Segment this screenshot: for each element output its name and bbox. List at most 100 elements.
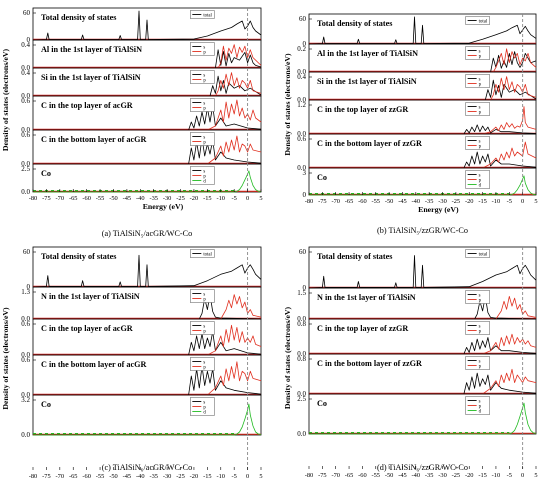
- legend-box: [190, 70, 215, 84]
- legend-entry: p: [203, 107, 206, 112]
- legend-box: [190, 10, 215, 19]
- xtick-label: -70: [331, 198, 340, 205]
- ytick-label: 60: [23, 248, 31, 256]
- xtick-label: 5: [259, 195, 262, 202]
- ytick-label: 0.0: [21, 64, 30, 72]
- legend-entry: p: [203, 366, 206, 371]
- legend-entry: s: [203, 46, 205, 51]
- ytick-label: 0.0: [21, 188, 30, 196]
- panel-4: 0.01.2 C in the top layer of zzGR sp: [297, 99, 537, 138]
- xtick-label: -15: [478, 472, 487, 479]
- y-axis-label: Density of states (electrons/eV): [283, 306, 292, 409]
- xtick-label: -55: [96, 473, 105, 479]
- xtick-label: -20: [465, 198, 474, 205]
- ytick-label: 3: [303, 169, 307, 177]
- legend-entry: total: [479, 253, 488, 258]
- ytick-label: 0: [27, 36, 31, 44]
- series-p: [309, 141, 537, 169]
- series-d: [309, 402, 537, 435]
- series-p: [309, 333, 537, 355]
- xtick-label: -75: [318, 198, 327, 205]
- xtick-label: 0: [521, 472, 524, 479]
- series-p: [33, 72, 262, 97]
- legend-entry: total: [479, 20, 488, 25]
- legend-entry: p: [203, 406, 206, 411]
- panel-6: 0 3 Co spd: [303, 167, 537, 199]
- legend-box: [190, 397, 215, 416]
- legend-entry: s: [479, 140, 481, 145]
- panel-label: Si in the 1st layer of TiAlSiN: [41, 73, 141, 82]
- series-total: [32, 10, 262, 41]
- panel-5: 0.00.6 C in the bottom layer of zzGR sp: [297, 133, 537, 172]
- xtick-label: 5: [534, 472, 537, 479]
- x-axis-label: Energy (eV): [143, 202, 184, 211]
- xtick-label: -55: [371, 198, 380, 205]
- legend-box: [190, 321, 215, 335]
- legend-entry: total: [203, 14, 212, 19]
- xtick-label: -75: [42, 195, 51, 202]
- ytick-label: 0.0: [21, 391, 30, 399]
- xtick-label: -55: [96, 195, 105, 202]
- panel-4: 0.00.6 C in the bottom layer of acGR sp: [21, 354, 262, 399]
- ytick-label: 0.0: [297, 96, 306, 104]
- ytick-label: 0.0: [297, 315, 306, 323]
- series-p: [33, 324, 262, 356]
- xtick-label: -10: [216, 473, 225, 479]
- panel-5: 0.00.6 C in the bottom layer of acGR sp: [21, 129, 262, 168]
- panel-label: N in the 1st layer of TiAlSiN: [317, 293, 416, 302]
- ytick-label: 0.0: [297, 68, 306, 76]
- legend-box: [465, 321, 490, 335]
- series-d: [309, 175, 537, 196]
- panel-label: C in the top layer of acGR: [41, 101, 133, 110]
- legend-entry: s: [479, 174, 481, 179]
- legend-entry: s: [479, 78, 481, 83]
- panel-6: 0.02.5 Co spd: [21, 163, 262, 196]
- series-s: [33, 331, 262, 356]
- chart-2: 0 60 Total density of states total 0.0 0.2 Al …: [283, 13, 538, 235]
- series-p: [309, 106, 537, 135]
- series-p: [33, 294, 262, 320]
- series-s: [33, 49, 262, 69]
- panel-1: 0 60 Total density of states total: [23, 246, 262, 291]
- legend-entry: p: [479, 299, 482, 304]
- ytick-label: 3.2: [21, 396, 30, 404]
- series-s: [309, 337, 537, 355]
- xtick-label: -65: [69, 473, 78, 479]
- ytick-label: 0.0: [297, 390, 306, 398]
- legend-entry: p: [479, 111, 482, 116]
- xtick-label: -25: [176, 195, 185, 202]
- series-p: [33, 361, 262, 396]
- xtick-label: -80: [305, 198, 314, 205]
- series-s: [33, 75, 262, 97]
- legend-entry: p: [479, 179, 482, 184]
- ytick-label: 0.0: [21, 351, 30, 359]
- chart-caption: (d) TiAlSiN₆/zzGR/WC-Co: [377, 463, 468, 472]
- series-total: [308, 255, 537, 289]
- ytick-label: 1.3: [21, 288, 30, 296]
- legend-entry: s: [479, 106, 481, 111]
- ytick-label: 0.4: [297, 73, 306, 81]
- ytick-label: 0: [303, 191, 307, 199]
- legend-entry: p: [479, 365, 482, 370]
- ytick-label: 0.6: [297, 135, 306, 143]
- ytick-label: 0.0: [21, 126, 30, 134]
- legend-entry: s: [479, 325, 481, 330]
- xtick-label: -60: [82, 195, 91, 202]
- xtick-label: -25: [452, 198, 461, 205]
- ytick-label: 0.0: [297, 430, 306, 438]
- xtick-label: -60: [358, 198, 367, 205]
- ytick-label: 0.0: [297, 130, 306, 138]
- ytick-label: 0.6: [21, 97, 30, 105]
- xtick-label: -30: [438, 198, 447, 205]
- ytick-label: 0.0: [297, 164, 306, 172]
- legend-entry: s: [479, 400, 481, 405]
- xtick-label: -80: [29, 473, 38, 479]
- panel-label: Co: [41, 400, 51, 409]
- legend-entry: p: [479, 83, 482, 88]
- xtick-label: -65: [69, 195, 78, 202]
- xtick-label: -25: [452, 472, 461, 479]
- legend-box: [465, 46, 490, 60]
- panel-frame: [32, 163, 262, 193]
